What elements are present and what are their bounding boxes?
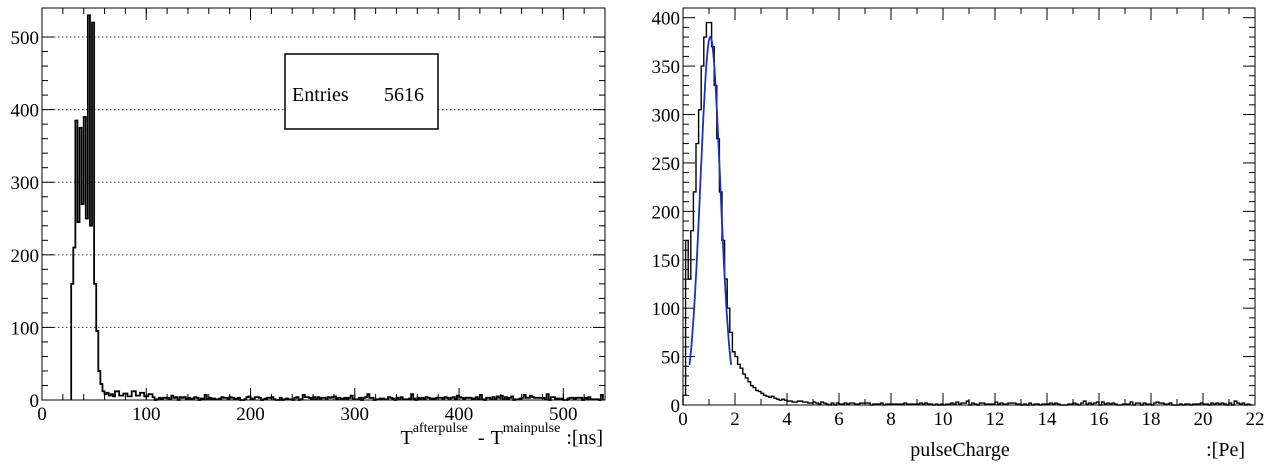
- x-tick-label: 20: [1194, 409, 1213, 430]
- stats-value: 5616: [384, 84, 424, 106]
- stats-box-frame: [284, 53, 439, 130]
- y-tick-label: 100: [11, 318, 40, 339]
- x-tick-label: 100: [132, 404, 161, 425]
- y-tick-label: 400: [11, 101, 40, 122]
- y-tick-label: 0: [671, 396, 681, 417]
- x-tick-labels: 0 2 4 6 8 10 12 14 16 18 20 22: [678, 409, 1264, 430]
- x-tick-label: 300: [341, 404, 370, 425]
- x-tick-label: 500: [549, 404, 578, 425]
- x-tick-label: 200: [236, 404, 265, 425]
- y-tick-label: 500: [11, 28, 40, 49]
- y-tick-label: 200: [11, 246, 40, 267]
- y-tick-labels: 0 50 100 150 200 250 300 350 400: [652, 9, 681, 417]
- x-axis-title: Tafterpulse - Tmainpulse:[ns]: [400, 421, 603, 449]
- x-tick-label: 400: [445, 404, 474, 425]
- x-tick-label: 0: [678, 409, 688, 430]
- x-tick-label: 22: [1246, 409, 1265, 430]
- y-tick-label: 350: [652, 57, 681, 78]
- histogram-series: [682, 21, 1253, 406]
- x-tick-label: 4: [782, 409, 792, 430]
- x-tick-label: 8: [886, 409, 896, 430]
- y-tick-label: 100: [652, 299, 681, 320]
- plot-frame: [682, 7, 1256, 406]
- stats-box: Entries 5616: [284, 53, 439, 130]
- x-tick-label: 16: [1090, 409, 1109, 430]
- y-tick-label: 200: [652, 202, 681, 223]
- histogram-series: [70, 14, 604, 401]
- y-tick-label: 150: [652, 251, 681, 272]
- y-tick-label: 400: [652, 9, 681, 30]
- gaussian-fit-curve: [688, 35, 732, 365]
- y-tick-label: 300: [652, 106, 681, 127]
- x-axis-title: pulseCharge: [910, 439, 1010, 461]
- y-tick-label: 50: [661, 348, 680, 369]
- x-tick-label: 2: [730, 409, 740, 430]
- pulse-charge-histogram: 0 2 4 6 8 10 12 14 16 18 20 22 0 50 100 150 200 250 300 35…: [652, 7, 1265, 461]
- plot-frame: [41, 7, 606, 401]
- y-tick-label: 250: [652, 154, 681, 175]
- x-tick-labels: 0 100 200 300 400 500: [37, 404, 577, 425]
- x-tick-label: 0: [37, 404, 47, 425]
- afterpulse-time-histogram: 0 100 200 300 400 500 0 100 200 300 400 500 Entrie…: [11, 7, 606, 449]
- y-tick-labels: 0 100 200 300 400 500: [11, 28, 40, 412]
- tick-marks: [41, 8, 606, 401]
- x-tick-label: 14: [1038, 409, 1058, 430]
- x-tick-label: 6: [834, 409, 844, 430]
- x-tick-label: 10: [934, 409, 953, 430]
- y-tick-label: 0: [30, 391, 40, 412]
- x-tick-label: 18: [1142, 409, 1161, 430]
- y-tick-label: 300: [11, 173, 40, 194]
- x-tick-label: 12: [986, 409, 1005, 430]
- stats-label: Entries: [292, 84, 349, 106]
- tick-marks: [682, 8, 1256, 406]
- x-axis-unit: :[Pe]: [1206, 439, 1245, 461]
